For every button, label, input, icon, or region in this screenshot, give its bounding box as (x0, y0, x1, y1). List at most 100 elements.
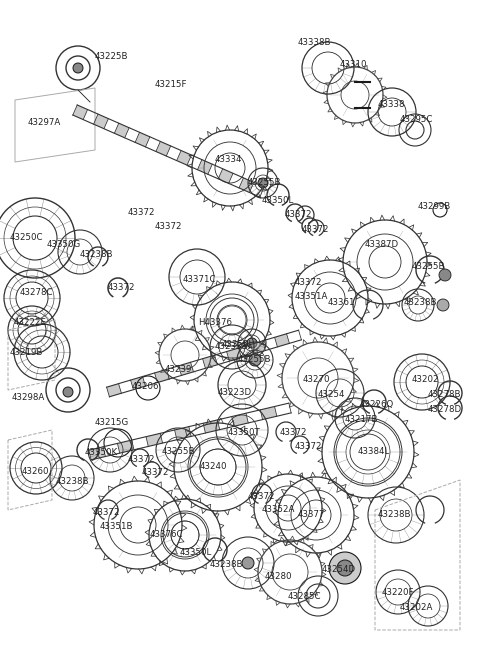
Text: 43310: 43310 (340, 60, 368, 69)
Text: 43254: 43254 (318, 390, 346, 399)
Circle shape (439, 269, 451, 281)
Text: 43250C: 43250C (10, 233, 44, 242)
Text: 43372: 43372 (128, 208, 156, 217)
Polygon shape (89, 447, 106, 460)
Polygon shape (239, 178, 254, 193)
Text: 43384L: 43384L (358, 447, 390, 456)
Text: 43239: 43239 (165, 365, 192, 374)
Text: 43372: 43372 (280, 428, 308, 437)
Text: 43372: 43372 (302, 225, 329, 234)
Text: 43260: 43260 (22, 467, 49, 476)
Text: 43297A: 43297A (28, 118, 61, 127)
Text: 43255B: 43255B (248, 178, 281, 187)
Polygon shape (146, 434, 163, 446)
Text: 43298A: 43298A (12, 393, 45, 402)
Text: 43350G: 43350G (47, 240, 81, 249)
Text: 43350J: 43350J (222, 340, 252, 349)
Text: 43215G: 43215G (95, 418, 129, 427)
Text: 43285C: 43285C (288, 592, 322, 601)
Polygon shape (227, 348, 241, 361)
Text: 43219B: 43219B (10, 348, 43, 357)
Polygon shape (179, 363, 193, 375)
Text: 43350L: 43350L (262, 196, 294, 205)
Polygon shape (203, 420, 220, 433)
Text: 43255B: 43255B (162, 447, 195, 456)
Text: 43338B: 43338B (298, 38, 332, 47)
Text: 43350T: 43350T (228, 428, 261, 437)
Text: 43372: 43372 (295, 442, 323, 451)
Text: 43338: 43338 (378, 100, 406, 109)
Polygon shape (203, 355, 217, 369)
Text: 43350K: 43350K (85, 448, 118, 457)
Text: 43372: 43372 (248, 492, 276, 501)
Text: 43351A: 43351A (295, 292, 328, 301)
Circle shape (242, 557, 254, 569)
Text: 43350L: 43350L (180, 548, 212, 557)
Polygon shape (177, 151, 192, 165)
Text: 43223D: 43223D (218, 388, 252, 397)
Text: 43372: 43372 (142, 468, 169, 477)
Text: 43238B: 43238B (378, 510, 411, 519)
Text: 43215F: 43215F (155, 80, 188, 89)
Polygon shape (118, 440, 134, 453)
Text: 43377: 43377 (298, 510, 325, 519)
Text: 43255B: 43255B (412, 262, 445, 271)
Circle shape (247, 338, 257, 348)
Text: 43352A: 43352A (262, 505, 295, 514)
Text: 43202: 43202 (412, 375, 440, 384)
Circle shape (249, 354, 261, 366)
Polygon shape (251, 341, 265, 354)
Text: 43220F: 43220F (382, 588, 415, 597)
Text: 43202A: 43202A (400, 603, 433, 612)
Text: 43226Q: 43226Q (360, 400, 394, 409)
Text: 43240: 43240 (200, 462, 228, 471)
Circle shape (258, 178, 268, 188)
Circle shape (337, 560, 353, 576)
Text: 43299B: 43299B (418, 202, 451, 211)
Circle shape (329, 552, 361, 584)
Polygon shape (131, 377, 145, 389)
Circle shape (63, 387, 73, 397)
Text: 43371C: 43371C (183, 275, 216, 284)
Polygon shape (107, 383, 121, 397)
Circle shape (437, 299, 449, 311)
Text: 43376C: 43376C (150, 530, 183, 539)
Text: 43238B: 43238B (215, 342, 249, 351)
Text: 43206: 43206 (132, 382, 159, 391)
Text: 43217B: 43217B (345, 415, 379, 424)
Circle shape (73, 63, 83, 73)
Text: 43278B: 43278B (428, 390, 461, 399)
Polygon shape (197, 160, 212, 174)
Polygon shape (135, 132, 150, 147)
Text: 43372: 43372 (285, 210, 312, 219)
Text: 43351B: 43351B (100, 522, 133, 531)
Polygon shape (218, 169, 233, 183)
Polygon shape (73, 105, 87, 120)
Text: 43361: 43361 (328, 298, 356, 307)
Text: 43238B: 43238B (404, 298, 437, 307)
Polygon shape (94, 114, 108, 128)
Text: 43238B: 43238B (56, 477, 89, 486)
Polygon shape (232, 413, 248, 426)
Text: H43376: H43376 (198, 318, 232, 327)
Text: 43334: 43334 (215, 155, 242, 164)
Polygon shape (114, 123, 129, 138)
Text: 43255B: 43255B (238, 355, 272, 364)
Text: 43295C: 43295C (400, 115, 433, 124)
Text: 43225B: 43225B (95, 52, 129, 61)
Polygon shape (175, 427, 191, 440)
Polygon shape (275, 334, 289, 347)
Text: 43280: 43280 (265, 572, 292, 581)
Text: 43270: 43270 (303, 375, 331, 384)
Polygon shape (156, 141, 171, 156)
Text: 43387D: 43387D (365, 240, 399, 249)
Polygon shape (155, 369, 169, 383)
Text: 43254D: 43254D (322, 565, 356, 574)
Polygon shape (260, 407, 277, 419)
Text: 43278C: 43278C (20, 288, 53, 297)
Text: 43238B: 43238B (210, 560, 243, 569)
Text: 43238B: 43238B (80, 250, 113, 259)
Text: 43372: 43372 (155, 222, 182, 231)
Text: 43372: 43372 (108, 283, 135, 292)
Text: 43222E: 43222E (14, 318, 47, 327)
